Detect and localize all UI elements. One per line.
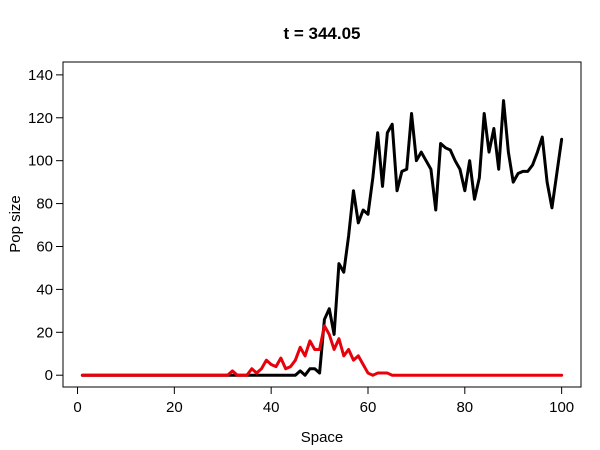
y-tick-label: 40 <box>36 281 53 298</box>
x-axis: 0 20 40 60 80 100 <box>73 387 574 416</box>
y-tick-label: 60 <box>36 238 53 255</box>
y-tick-label: 120 <box>28 110 53 127</box>
plot-frame <box>62 61 582 388</box>
y-tick-label: 0 <box>45 367 53 384</box>
x-tick-label: 40 <box>263 399 280 416</box>
x-tick-label: 20 <box>166 399 183 416</box>
y-axis-label: Pop size <box>7 195 24 253</box>
y-tick-label: 20 <box>36 324 53 341</box>
chart-title: t = 344.05 <box>283 24 360 43</box>
x-tick-label: 0 <box>73 399 81 416</box>
x-tick-label: 80 <box>456 399 473 416</box>
x-tick-label: 60 <box>360 399 377 416</box>
x-tick-label: 100 <box>549 399 574 416</box>
x-axis-label: Space <box>301 429 344 446</box>
series-layer <box>80 99 564 377</box>
series-line-2 <box>80 324 564 377</box>
y-tick-label: 80 <box>36 196 53 213</box>
y-tick-label: 140 <box>28 67 53 84</box>
y-tick-label: 100 <box>28 153 53 170</box>
y-axis: 0 20 40 60 80 100 120 140 <box>28 67 63 384</box>
